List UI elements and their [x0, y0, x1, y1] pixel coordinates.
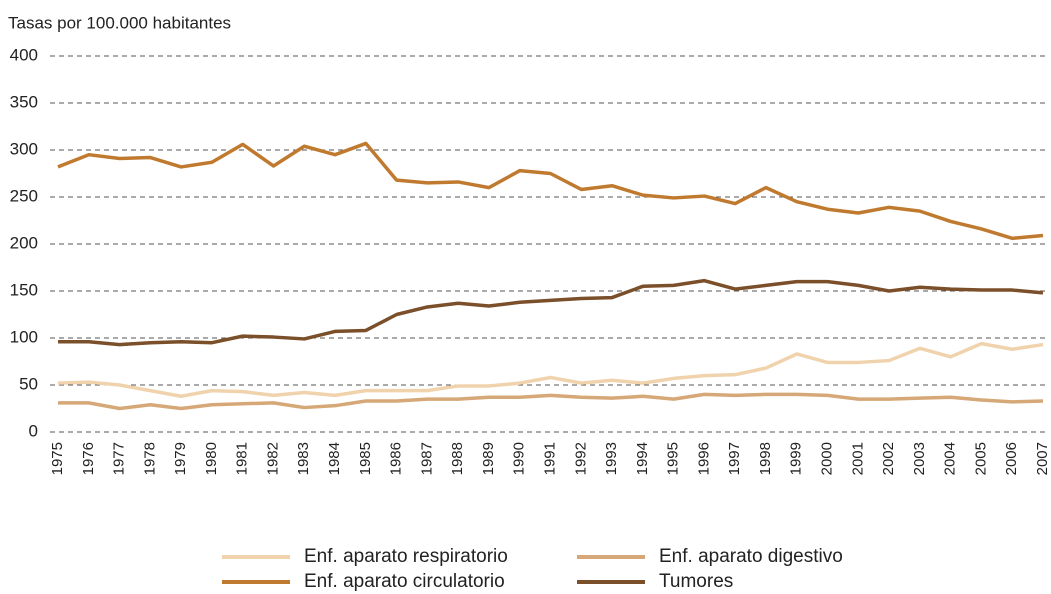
y-tick-label: 250	[10, 186, 38, 205]
series-line	[58, 392, 1044, 411]
x-tick-label: 1991	[541, 442, 558, 475]
y-tick-label: 100	[10, 327, 38, 346]
y-tick-label: 300	[10, 139, 38, 158]
y-tick-label: 350	[10, 92, 38, 111]
x-tick-label: 1982	[264, 442, 281, 475]
x-tick-label: 1996	[695, 442, 712, 475]
y-tick-label: 400	[10, 45, 38, 64]
x-tick-label: 2004	[942, 442, 959, 475]
legend-label: Enf. aparato respiratorio	[304, 546, 508, 567]
legend-label: Enf. aparato digestivo	[659, 546, 843, 567]
x-tick-label: 1985	[357, 442, 374, 475]
x-tick-label: 1975	[49, 442, 66, 475]
x-tick-label: 1992	[572, 442, 589, 475]
x-tick-label: 1978	[141, 442, 158, 475]
x-tick-label: 1988	[449, 442, 466, 475]
x-tick-label: 1979	[172, 442, 189, 475]
x-tick-label: 1977	[111, 442, 128, 475]
x-tick-label: 2002	[880, 442, 897, 475]
x-tick-label: 1998	[757, 442, 774, 475]
series-line	[57, 141, 1044, 241]
x-tick-label: 1984	[326, 442, 343, 475]
x-tick-label: 2005	[972, 442, 989, 475]
x-tick-label: 1989	[480, 442, 497, 475]
y-tick-label: 0	[29, 421, 38, 440]
series-line	[58, 278, 1044, 347]
y-tick-label: 50	[19, 374, 38, 393]
x-tick-label: 2001	[849, 442, 866, 475]
x-tick-label: 1987	[418, 442, 435, 475]
x-tick-label: 1990	[511, 442, 528, 475]
x-tick-label: 1997	[726, 442, 743, 475]
x-tick-label: 1976	[80, 442, 97, 475]
x-tick-label: 1981	[234, 442, 251, 475]
y-tick-label: 200	[10, 233, 38, 252]
x-tick-label: 2003	[911, 442, 928, 475]
series-line	[57, 341, 1044, 399]
x-tick-label: 1986	[388, 442, 405, 475]
x-tick-label: 1983	[295, 442, 312, 475]
x-tick-label: 2006	[1003, 442, 1020, 475]
legend-label: Tumores	[659, 571, 733, 592]
x-tick-label: 1994	[634, 442, 651, 475]
legend-label: Enf. aparato circulatorio	[304, 571, 505, 592]
x-tick-label: 2007	[1034, 442, 1051, 475]
x-tick-label: 2000	[819, 442, 836, 475]
y-tick-label: 150	[10, 280, 38, 299]
x-tick-label: 1995	[665, 442, 682, 475]
x-tick-label: 1980	[203, 442, 220, 475]
x-tick-label: 1999	[788, 442, 805, 475]
y-axis-label: Tasas por 100.000 habitantes	[8, 13, 231, 32]
x-tick-label: 1993	[603, 442, 620, 475]
